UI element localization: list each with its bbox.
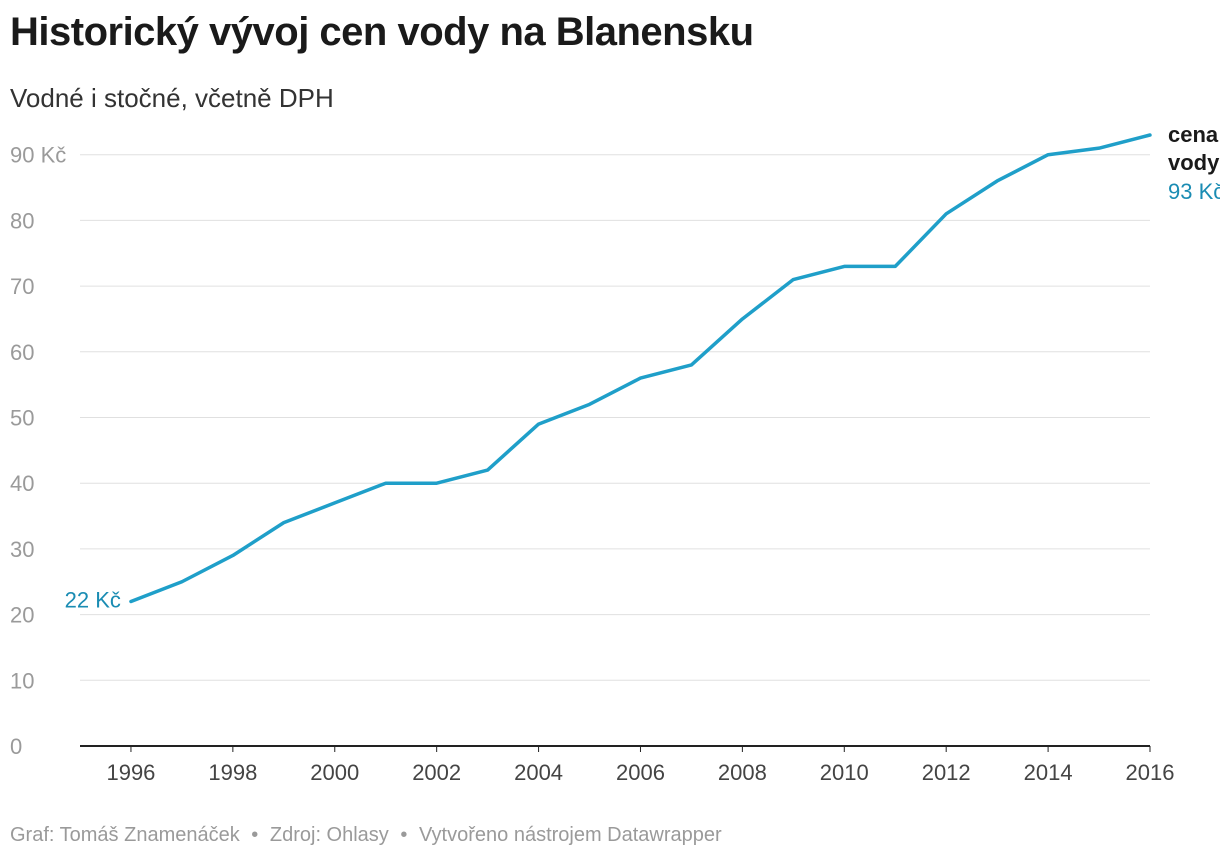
footer-separator: • [400,824,408,846]
start-value-label: 22 Kč [65,587,121,612]
footer-separator: • [251,824,259,846]
x-tick-label: 2004 [514,760,563,785]
annotations: 22 Kč cena vody 93 Kč [65,122,1220,612]
x-tick-label: 2006 [616,760,665,785]
gridlines [80,154,1150,681]
x-tick-label: 2016 [1126,760,1175,785]
x-tick-label: 2008 [718,760,767,785]
y-tick-label: 80 [10,208,34,233]
y-tick-label: 20 [10,603,34,628]
footer-credit: Graf: Tomáš Znamenáček [10,824,240,846]
series-name-label-line2: vody [1168,150,1220,175]
x-tick-label: 1998 [208,760,257,785]
x-axis-ticks: 1996 1998 2000 2002 2004 2006 2008 2010 2012 2014… [106,746,1174,785]
chart-subtitle: Vodné i stočné, včetně DPH [10,83,334,113]
series-layer [129,133,1152,604]
footer: Graf: Tomáš Znamenáček • Zdroj: Ohlasy •… [10,824,722,847]
y-tick-label: 90 Kč [10,143,66,168]
x-tick-label: 2010 [820,760,869,785]
y-tick-label: 70 [10,274,34,299]
x-tick-label: 2014 [1024,760,1073,785]
y-tick-label: 10 [10,668,34,693]
y-tick-label: 50 [10,406,34,431]
x-tick-label: 2012 [922,760,971,785]
y-tick-label: 0 [10,734,22,759]
end-value-label: 93 Kč [1168,179,1220,204]
y-tick-label: 40 [10,471,34,496]
series-name-label-line1: cena [1168,122,1219,147]
y-tick-label: 30 [10,537,34,562]
y-axis-ticks: 0 10 20 30 40 50 60 70 80 90 Kč [10,143,66,759]
footer-tool: Vytvořeno nástrojem Datawrapper [418,824,722,846]
series-line [129,133,1152,604]
x-tick-label: 2002 [412,760,461,785]
x-tick-label: 1996 [106,760,155,785]
y-tick-label: 60 [10,340,34,365]
footer-source: Zdroj: Ohlasy [269,824,389,846]
chart-title: Historický vývoj cen vody na Blanensku [10,10,754,54]
x-tick-label: 2000 [310,760,359,785]
